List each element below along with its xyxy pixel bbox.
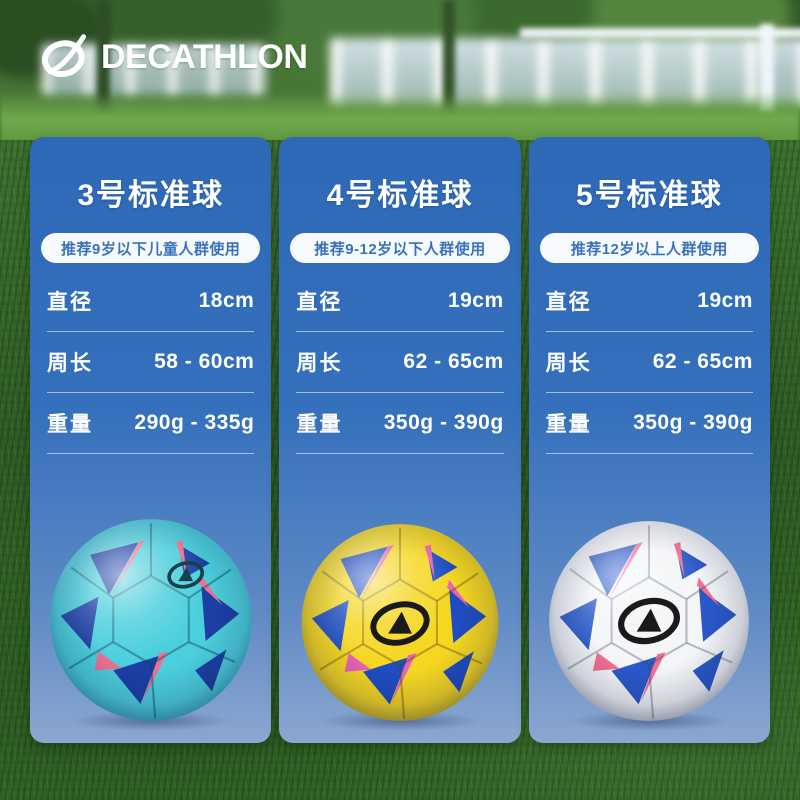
recommended-age-badge: 推荐9-12岁以下人群使用 — [290, 233, 510, 263]
decathlon-swoosh-icon — [41, 34, 87, 78]
spec-value: 18cm — [198, 289, 255, 312]
spec-label: 周长 — [296, 352, 343, 375]
ball-logo — [166, 561, 204, 589]
spec-label: 周长 — [47, 352, 93, 375]
spec-row: 直径 18cm — [47, 271, 255, 332]
spec-value: 62 - 65cm — [652, 350, 753, 373]
product-card-size-5: 5号标准球 推荐12岁以上人群使用 直径 19cm 周长 62 - 65cm 重… — [528, 137, 770, 743]
ball-shadow — [319, 711, 480, 731]
spec-value: 350g - 390g — [383, 411, 504, 434]
brand-wordmark: DECATHLON — [101, 37, 308, 76]
brand-logo: DECATHLON — [38, 32, 308, 82]
spec-label: 直径 — [545, 291, 592, 314]
ball-logo — [618, 597, 681, 645]
spec-label: 直径 — [47, 291, 93, 314]
goal-crossbar — [520, 28, 800, 38]
spec-table: 直径 19cm 周长 62 - 65cm 重量 350g - 390g — [279, 271, 520, 454]
soccer-ball-photo-size-3 — [46, 515, 256, 725]
spec-value: 290g - 335g — [134, 411, 255, 434]
recommended-age-badge: 推荐9岁以下儿童人群使用 — [41, 233, 261, 263]
product-card-size-3: 3号标准球 推荐9岁以下儿童人群使用 直径 18cm 周长 58 - 60cm … — [30, 137, 272, 743]
spec-row: 周长 58 - 60cm — [47, 332, 255, 393]
product-comparison-cards: 3号标准球 推荐9岁以下儿童人群使用 直径 18cm 周长 58 - 60cm … — [30, 137, 770, 743]
spec-row: 周长 62 - 65cm — [296, 332, 504, 393]
soccer-ball-icon — [49, 519, 252, 721]
card-title: 4号标准球 — [326, 179, 474, 212]
spec-row: 重量 350g - 390g — [296, 393, 504, 454]
soccer-ball-icon — [301, 524, 499, 721]
card-title: 3号标准球 — [77, 179, 224, 212]
spec-row: 周长 62 - 65cm — [545, 332, 753, 393]
spec-value: 350g - 390g — [633, 411, 753, 434]
spec-value: 19cm — [447, 289, 504, 312]
spec-label: 重量 — [545, 413, 592, 436]
spec-label: 直径 — [296, 291, 343, 314]
soccer-ball-photo-size-5 — [545, 517, 753, 725]
spec-table: 直径 18cm 周长 58 - 60cm 重量 290g - 335g — [30, 271, 271, 454]
goal-post — [760, 24, 774, 112]
card-title: 5号标准球 — [575, 179, 723, 212]
goal-post — [443, 0, 455, 122]
spec-value: 58 - 60cm — [154, 350, 255, 373]
spec-label: 重量 — [296, 413, 343, 436]
spec-row: 直径 19cm — [545, 271, 753, 332]
spec-row: 重量 290g - 335g — [47, 393, 255, 454]
product-card-size-4: 4号标准球 推荐9-12岁以下人群使用 直径 19cm 周长 62 - 65cm… — [279, 137, 521, 743]
spec-table: 直径 19cm 周长 62 - 65cm 重量 350g - 390g — [529, 271, 770, 454]
ball-shadow — [569, 711, 730, 731]
ball-shadow — [70, 711, 231, 731]
soccer-ball-icon — [549, 521, 750, 721]
spec-value: 62 - 65cm — [403, 350, 504, 373]
recommended-age-badge: 推荐12岁以上人群使用 — [539, 233, 759, 263]
soccer-ball-photo-size-4 — [297, 520, 502, 725]
ball-logo — [370, 601, 430, 646]
spec-row: 直径 19cm — [296, 271, 504, 332]
spec-label: 重量 — [47, 413, 93, 436]
spec-label: 周长 — [545, 352, 592, 375]
spec-value: 19cm — [697, 289, 753, 312]
spec-row: 重量 350g - 390g — [545, 393, 753, 454]
